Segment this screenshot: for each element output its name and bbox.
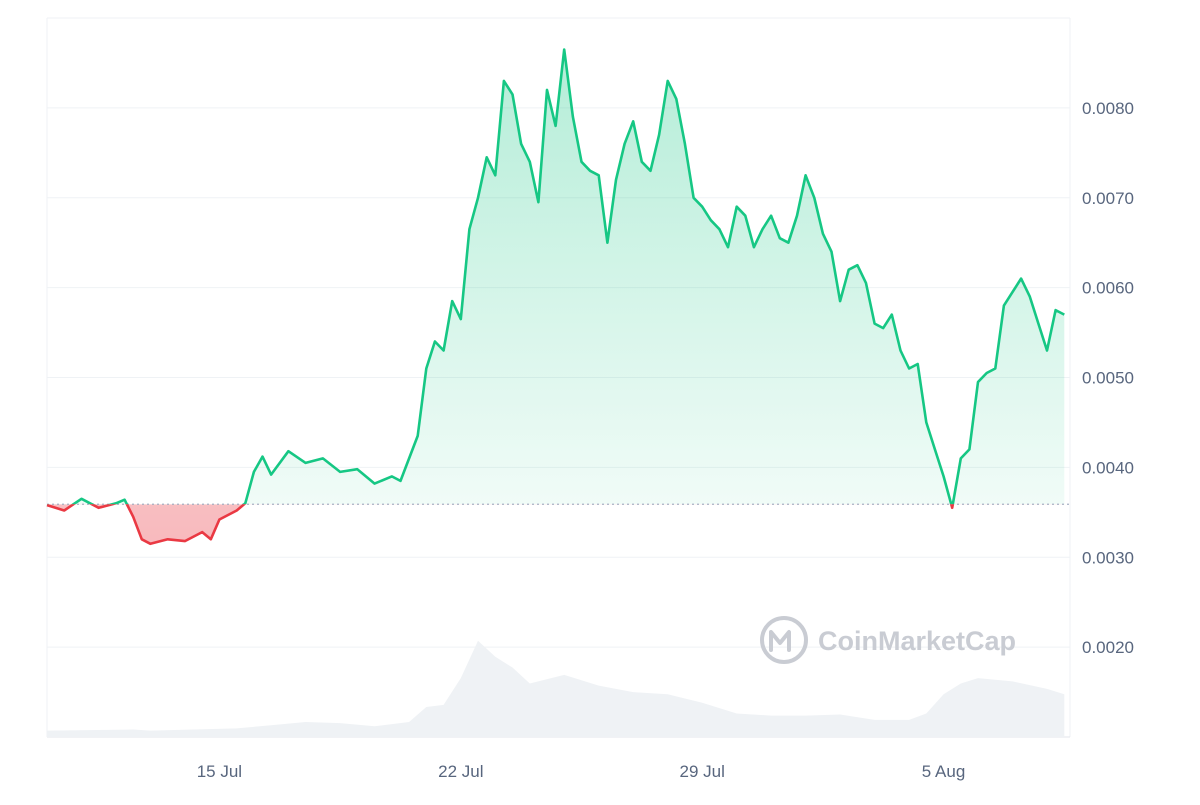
y-tick-label: 0.0080 bbox=[1082, 99, 1134, 118]
y-tick-label: 0.0020 bbox=[1082, 638, 1134, 657]
y-tick-label: 0.0050 bbox=[1082, 369, 1134, 388]
price-area-fill bbox=[47, 49, 1065, 544]
area-fill-up bbox=[47, 49, 1065, 505]
price-line-up bbox=[47, 48, 1065, 505]
area-fill-down bbox=[47, 504, 953, 544]
x-tick-label: 22 Jul bbox=[438, 762, 483, 781]
volume-area bbox=[47, 640, 1065, 737]
price-line bbox=[46, 48, 1065, 546]
x-tick-label: 15 Jul bbox=[197, 762, 242, 781]
x-tick-label: 29 Jul bbox=[679, 762, 724, 781]
y-tick-label: 0.0070 bbox=[1082, 189, 1134, 208]
y-axis-labels: 0.0020 0.0030 0.0040 0.0050 0.0060 0.0070 0.00… bbox=[1082, 99, 1134, 657]
volume-shape bbox=[47, 640, 1065, 737]
y-tick-label: 0.0060 bbox=[1082, 279, 1134, 298]
x-axis-labels: 15 Jul 22 Jul 29 Jul 5 Aug bbox=[197, 762, 966, 781]
coinmarketcap-watermark: CoinMarketCap bbox=[760, 616, 1016, 664]
watermark-text: CoinMarketCap bbox=[818, 626, 1016, 656]
y-tick-label: 0.0040 bbox=[1082, 458, 1134, 477]
coinmarketcap-logo-icon bbox=[760, 616, 808, 664]
x-tick-label: 5 Aug bbox=[922, 762, 966, 781]
y-tick-label: 0.0030 bbox=[1082, 548, 1134, 567]
